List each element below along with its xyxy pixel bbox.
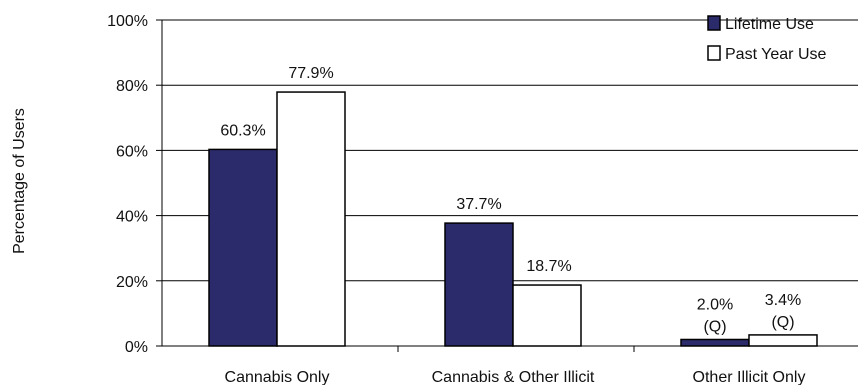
- data-label: 37.7%: [456, 196, 501, 213]
- axes: 0% 20% 40% 60% 80% 100% Percentage of Users Can…: [11, 13, 858, 385]
- data-label: 60.3%: [220, 122, 265, 139]
- bar: [208, 148, 278, 347]
- data-label: 3.4%: [765, 292, 801, 309]
- y-tick-label: 100%: [107, 13, 148, 30]
- y-tick-label: 20%: [116, 274, 148, 291]
- legend: Lifetime Use Past Year Use: [707, 15, 827, 63]
- bar: [276, 91, 346, 347]
- bar: [512, 284, 582, 347]
- bar: [680, 338, 750, 347]
- y-axis-label: Percentage of Users: [11, 108, 28, 254]
- category-label: Cannabis Only: [225, 369, 330, 385]
- y-tick-label: 40%: [116, 209, 148, 226]
- category-label: Other Illicit Only: [693, 369, 806, 385]
- data-label-note: (Q): [771, 314, 794, 331]
- legend-swatch: [707, 15, 721, 31]
- data-label-note: (Q): [703, 318, 726, 335]
- bar: [444, 222, 514, 347]
- bar: [748, 334, 818, 347]
- bars: [208, 91, 818, 347]
- legend-swatch: [707, 45, 721, 61]
- data-label: 18.7%: [526, 258, 571, 275]
- data-labels: 60.3% 77.9% 37.7% 18.7% (Q) 2.0% (Q) 3.4%: [220, 65, 801, 335]
- data-label: 2.0%: [697, 296, 733, 313]
- y-tick-label: 80%: [116, 78, 148, 95]
- legend-label: Past Year Use: [725, 46, 827, 63]
- y-tick-label: 0%: [125, 339, 148, 356]
- category-label: Cannabis & Other Illicit: [432, 369, 595, 385]
- legend-label: Lifetime Use: [725, 16, 814, 33]
- data-label: 77.9%: [288, 65, 333, 82]
- y-tick-label: 60%: [116, 143, 148, 160]
